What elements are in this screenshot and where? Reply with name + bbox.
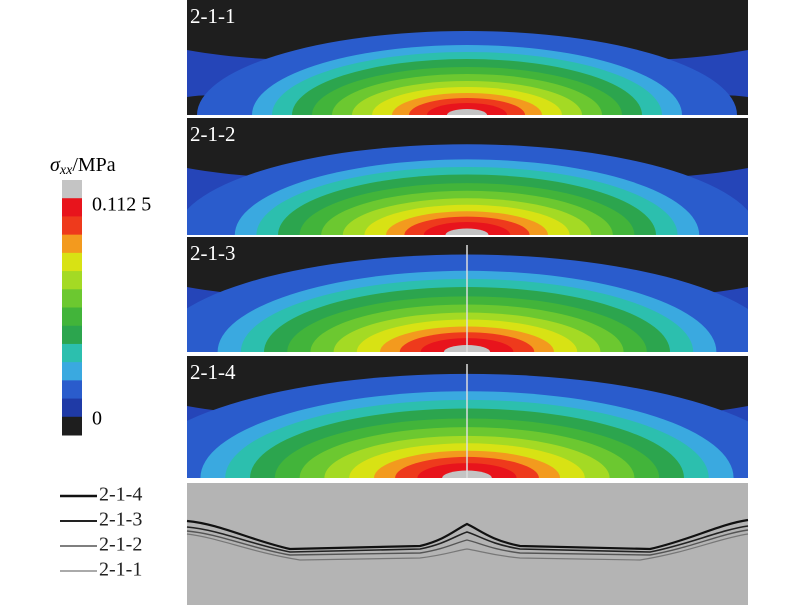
legend-label: 2-1-3: [99, 509, 142, 531]
profile-panel: [186, 483, 749, 605]
contour-panel: [187, 356, 748, 478]
panel-label: 2-1-1: [190, 4, 236, 28]
contour-band: [445, 228, 489, 235]
sigma: σ: [50, 154, 61, 176]
colorbar-swatch: [62, 325, 82, 345]
profile-bg: [187, 483, 748, 605]
colorbar-swatch: [62, 198, 82, 217]
colorbar-swatch: [62, 271, 82, 290]
colorbar-swatch: [62, 289, 82, 308]
contour-panel: [187, 237, 748, 352]
legend-label: 2-1-2: [99, 534, 142, 556]
colorbar-swatch: [62, 307, 82, 327]
profile-line: [186, 525, 749, 553]
contour-panel: [187, 118, 748, 235]
colorbar-label: σxx/MPa: [50, 154, 116, 179]
panel-label: 2-1-4: [190, 360, 236, 384]
colorbar-swatch: [62, 416, 82, 436]
colorbar-swatch: [62, 180, 82, 199]
colorbar-swatch: [62, 362, 82, 381]
contour-panels: 2-1-1 2-1-2 2-1-3 2-1-4: [187, 0, 748, 478]
colorbar-swatch: [62, 380, 82, 400]
colorbar-swatch: [62, 343, 82, 363]
colorbar-max: 0.112 5: [92, 194, 151, 216]
colorbar-swatch: [62, 216, 82, 236]
panel-label: 2-1-2: [190, 122, 236, 146]
profile-legend: 2-1-4 2-1-3 2-1-2 2-1-1: [60, 484, 142, 581]
panel-label: 2-1-3: [190, 241, 236, 265]
contour-band: [447, 109, 487, 115]
colorbar-swatch: [62, 234, 82, 254]
colorbar-swatch: [62, 398, 82, 418]
profile-line: [186, 533, 749, 561]
profile-line: [186, 529, 749, 556]
subscript: xx: [59, 163, 73, 178]
unit: /MPa: [72, 154, 115, 176]
profile-line: [186, 518, 749, 551]
legend-label: 2-1-4: [99, 484, 142, 506]
contour-panel: [187, 0, 748, 115]
colorbar: [62, 180, 82, 436]
legend-label: 2-1-1: [99, 559, 142, 581]
colorbar-min: 0: [92, 408, 102, 430]
colorbar-swatch: [62, 252, 82, 272]
